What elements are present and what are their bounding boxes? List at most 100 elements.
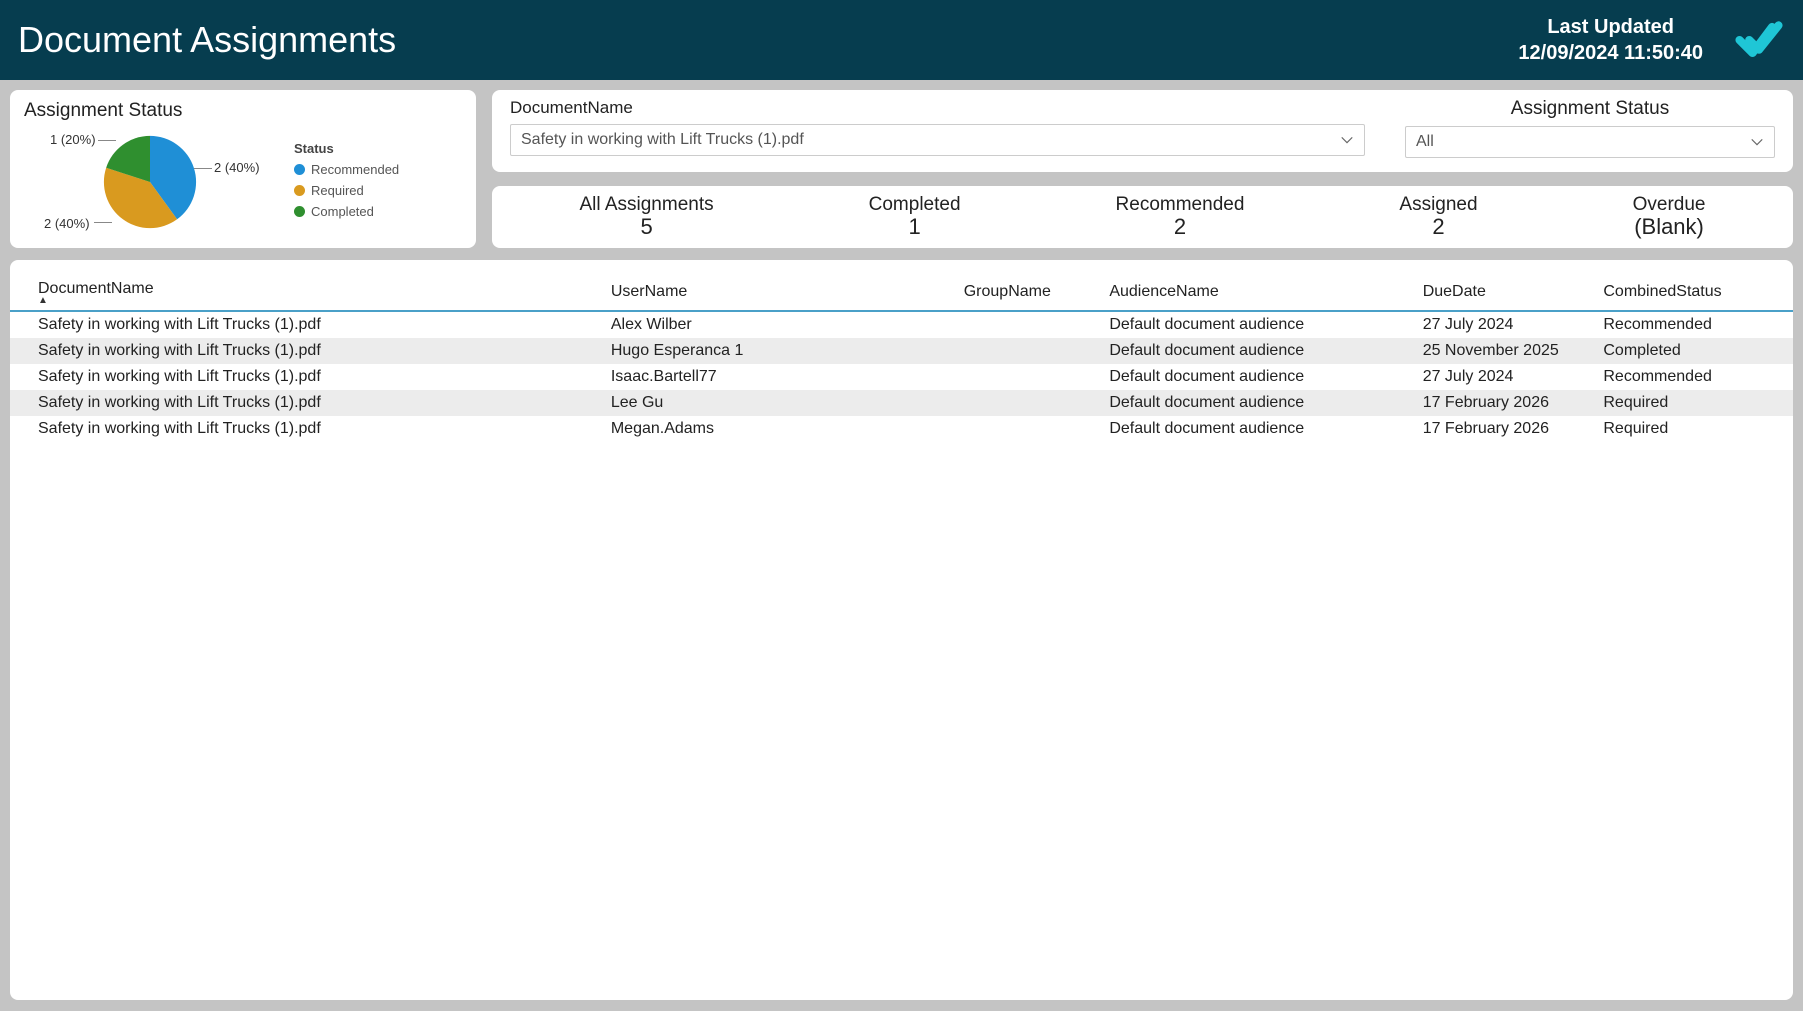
cell-duedate: 17 February 2026 (1415, 416, 1596, 442)
metric-value: 1 (869, 214, 961, 240)
col-header-username[interactable]: UserName (603, 274, 956, 311)
chevron-down-icon (1340, 133, 1354, 147)
metric-value: (Blank) (1633, 214, 1706, 240)
cell-documentname: Safety in working with Lift Trucks (1).p… (10, 416, 603, 442)
cell-duedate: 27 July 2024 (1415, 311, 1596, 338)
cell-groupname (956, 416, 1102, 442)
pie-chart[interactable]: 2 (40%) 2 (40%) 1 (20%) (24, 128, 264, 238)
cell-groupname (956, 390, 1102, 416)
col-header-label: GroupName (964, 283, 1051, 300)
cell-username: Hugo Esperanca 1 (603, 338, 956, 364)
cell-groupname (956, 311, 1102, 338)
filter-document-name: DocumentName Safety in working with Lift… (510, 98, 1365, 162)
cell-combinedstatus: Recommended (1595, 311, 1793, 338)
metric-completed[interactable]: Completed 1 (869, 194, 961, 240)
col-header-combinedstatus[interactable]: CombinedStatus (1595, 274, 1793, 311)
pie-callout-recommended: 2 (40%) (214, 160, 260, 175)
legend-title: Status (294, 141, 399, 156)
assignment-status-card: Assignment Status 2 (40%) 2 (40%) 1 (20%… (10, 90, 476, 248)
col-header-documentname[interactable]: DocumentName ▲ (10, 274, 603, 311)
document-name-dropdown[interactable]: Safety in working with Lift Trucks (1).p… (510, 124, 1365, 156)
col-header-audiencename[interactable]: AudienceName (1101, 274, 1414, 311)
filter-assignment-status: Assignment Status All (1405, 98, 1775, 162)
cell-audiencename: Default document audience (1101, 311, 1414, 338)
cell-audiencename: Default document audience (1101, 390, 1414, 416)
dropdown-value: All (1416, 133, 1434, 151)
table-row[interactable]: Safety in working with Lift Trucks (1).p… (10, 364, 1793, 390)
assignments-table: DocumentName ▲ UserName GroupName Audien… (10, 274, 1793, 442)
legend-item-required[interactable]: Required (294, 183, 399, 198)
pie-legend: Status Recommended Required Completed (294, 141, 399, 225)
cell-duedate: 17 February 2026 (1415, 390, 1596, 416)
metric-recommended[interactable]: Recommended 2 (1116, 194, 1245, 240)
cell-documentname: Safety in working with Lift Trucks (1).p… (10, 390, 603, 416)
dropdown-value: Safety in working with Lift Trucks (1).p… (521, 131, 804, 149)
cell-audiencename: Default document audience (1101, 416, 1414, 442)
table-row[interactable]: Safety in working with Lift Trucks (1).p… (10, 338, 1793, 364)
table-row[interactable]: Safety in working with Lift Trucks (1).p… (10, 416, 1793, 442)
cell-documentname: Safety in working with Lift Trucks (1).p… (10, 364, 603, 390)
legend-dot (294, 206, 305, 217)
table-row[interactable]: Safety in working with Lift Trucks (1).p… (10, 390, 1793, 416)
metric-all-assignments[interactable]: All Assignments 5 (580, 194, 714, 240)
last-updated-label: Last Updated (1518, 14, 1703, 40)
col-header-groupname[interactable]: GroupName (956, 274, 1102, 311)
header-right: Last Updated 12/09/2024 11:50:40 (1518, 14, 1785, 66)
cell-audiencename: Default document audience (1101, 338, 1414, 364)
page-title: Document Assignments (18, 19, 396, 61)
col-header-label: DueDate (1423, 283, 1486, 300)
filters-card: DocumentName Safety in working with Lift… (492, 90, 1793, 172)
cell-combinedstatus: Completed (1595, 338, 1793, 364)
metric-label: Recommended (1116, 194, 1245, 216)
metric-label: Completed (869, 194, 961, 216)
col-header-label: AudienceName (1109, 283, 1218, 300)
filter-document-name-label: DocumentName (510, 98, 1365, 118)
cell-username: Isaac.Bartell77 (603, 364, 956, 390)
table-row[interactable]: Safety in working with Lift Trucks (1).p… (10, 311, 1793, 338)
col-header-label: UserName (611, 283, 687, 300)
cell-groupname (956, 364, 1102, 390)
legend-label: Completed (311, 204, 374, 219)
legend-item-recommended[interactable]: Recommended (294, 162, 399, 177)
table-header-row: DocumentName ▲ UserName GroupName Audien… (10, 274, 1793, 311)
filter-status-label: Assignment Status (1405, 98, 1775, 120)
col-header-duedate[interactable]: DueDate (1415, 274, 1596, 311)
last-updated-value: 12/09/2024 11:50:40 (1518, 40, 1703, 66)
metric-label: Assigned (1399, 194, 1477, 216)
cell-combinedstatus: Recommended (1595, 364, 1793, 390)
cell-duedate: 27 July 2024 (1415, 364, 1596, 390)
metric-assigned[interactable]: Assigned 2 (1399, 194, 1477, 240)
cell-username: Lee Gu (603, 390, 956, 416)
status-chart-title: Assignment Status (24, 100, 462, 122)
metric-overdue[interactable]: Overdue (Blank) (1633, 194, 1706, 240)
col-header-label: DocumentName (38, 280, 154, 297)
cell-combinedstatus: Required (1595, 416, 1793, 442)
metric-value: 2 (1399, 214, 1477, 240)
assignment-status-dropdown[interactable]: All (1405, 126, 1775, 158)
metric-label: All Assignments (580, 194, 714, 216)
app-header: Document Assignments Last Updated 12/09/… (0, 0, 1803, 80)
legend-label: Recommended (311, 162, 399, 177)
pie-callout-completed: 1 (20%) (50, 132, 96, 147)
cell-username: Megan.Adams (603, 416, 956, 442)
legend-label: Required (311, 183, 364, 198)
cell-username: Alex Wilber (603, 311, 956, 338)
assignments-table-card: DocumentName ▲ UserName GroupName Audien… (10, 260, 1793, 1000)
pie-svg (102, 134, 198, 230)
last-updated: Last Updated 12/09/2024 11:50:40 (1518, 14, 1703, 66)
pie-callout-required: 2 (40%) (44, 216, 90, 231)
legend-dot (294, 185, 305, 196)
metric-value: 5 (580, 214, 714, 240)
cell-combinedstatus: Required (1595, 390, 1793, 416)
col-header-label: CombinedStatus (1603, 283, 1721, 300)
metrics-card: All Assignments 5 Completed 1 Recommende… (492, 186, 1793, 248)
chevron-down-icon (1750, 135, 1764, 149)
cell-documentname: Safety in working with Lift Trucks (1).p… (10, 311, 603, 338)
sort-asc-icon: ▲ (38, 298, 595, 304)
app-logo-icon (1733, 14, 1785, 66)
cell-documentname: Safety in working with Lift Trucks (1).p… (10, 338, 603, 364)
metric-value: 2 (1116, 214, 1245, 240)
legend-item-completed[interactable]: Completed (294, 204, 399, 219)
legend-dot (294, 164, 305, 175)
cell-audiencename: Default document audience (1101, 364, 1414, 390)
